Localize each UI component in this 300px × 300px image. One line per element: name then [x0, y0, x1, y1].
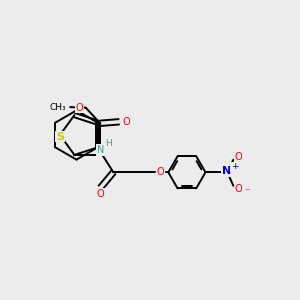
Text: +: + — [231, 162, 238, 171]
Text: O: O — [235, 152, 243, 162]
Text: N: N — [97, 145, 104, 155]
Text: CH₃: CH₃ — [49, 103, 66, 112]
Text: H: H — [105, 139, 112, 148]
Text: O: O — [97, 189, 105, 199]
Text: O: O — [157, 167, 165, 177]
Text: S: S — [56, 131, 64, 142]
Text: N: N — [222, 166, 231, 176]
Text: O: O — [76, 103, 84, 113]
Text: ⁻: ⁻ — [244, 187, 250, 197]
Text: O: O — [122, 117, 130, 127]
Text: O: O — [235, 184, 243, 194]
